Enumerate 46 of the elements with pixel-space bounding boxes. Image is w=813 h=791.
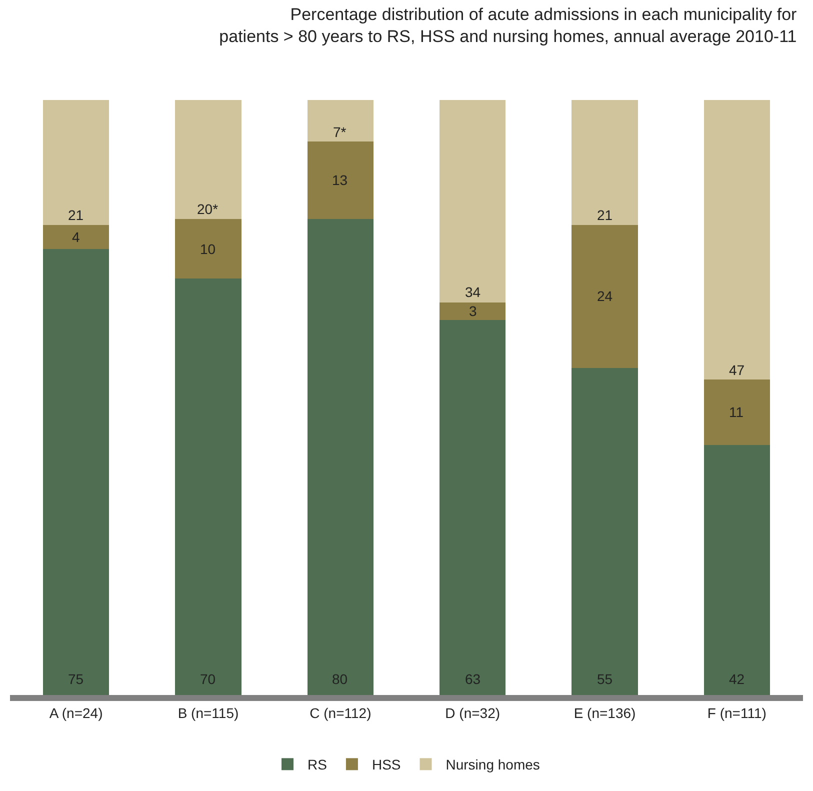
data-label: 63	[465, 671, 481, 687]
bar	[175, 100, 242, 219]
data-label: 24	[597, 288, 613, 304]
bar	[440, 100, 506, 302]
x-tick-label: A (n=24)	[49, 704, 103, 721]
data-label: 7*	[333, 124, 347, 140]
bar	[704, 445, 770, 695]
bar	[572, 100, 638, 225]
bar	[307, 142, 374, 219]
data-label: 42	[729, 671, 745, 687]
data-label: 55	[597, 671, 613, 687]
data-label: 75	[68, 671, 84, 687]
bar	[43, 248, 110, 695]
x-tick-label: D (n=32)	[445, 704, 500, 721]
bar	[307, 100, 374, 142]
data-label: 21	[68, 207, 84, 223]
data-label: 80	[332, 671, 348, 687]
bar	[43, 100, 110, 225]
data-label: 13	[332, 172, 348, 188]
bar	[440, 320, 506, 695]
data-label: 47	[729, 362, 745, 378]
x-tick-label: F (n=111)	[707, 704, 766, 721]
data-label: 20*	[197, 201, 219, 217]
x-tick-label: B (n=115)	[178, 704, 239, 721]
bar	[572, 368, 638, 695]
data-label: 10	[200, 241, 216, 257]
bar	[704, 100, 770, 380]
bar	[175, 278, 242, 695]
chart-title: Percentage distribution of acute admissions in each municipality for patients > 80 years to RS, HSS and nursing homes, annual average 2010-11	[219, 4, 798, 46]
bar	[572, 224, 638, 368]
data-label: 34	[465, 284, 481, 300]
legend-label: RS	[308, 756, 327, 773]
bar	[704, 380, 770, 446]
bar	[175, 219, 242, 278]
bar	[440, 302, 506, 320]
data-label: 11	[729, 404, 744, 420]
bar	[43, 224, 110, 249]
x-tick-label: E (n=136)	[574, 704, 636, 721]
data-label: 3	[469, 303, 477, 319]
data-label: 21	[597, 207, 613, 223]
x-tick-label: C (n=112)	[310, 704, 372, 721]
legend-label: HSS	[372, 756, 401, 773]
legend-label: Nursing homes	[446, 756, 540, 773]
data-label: 4	[72, 229, 80, 245]
data-label: 70	[200, 671, 216, 687]
bar	[307, 219, 374, 695]
